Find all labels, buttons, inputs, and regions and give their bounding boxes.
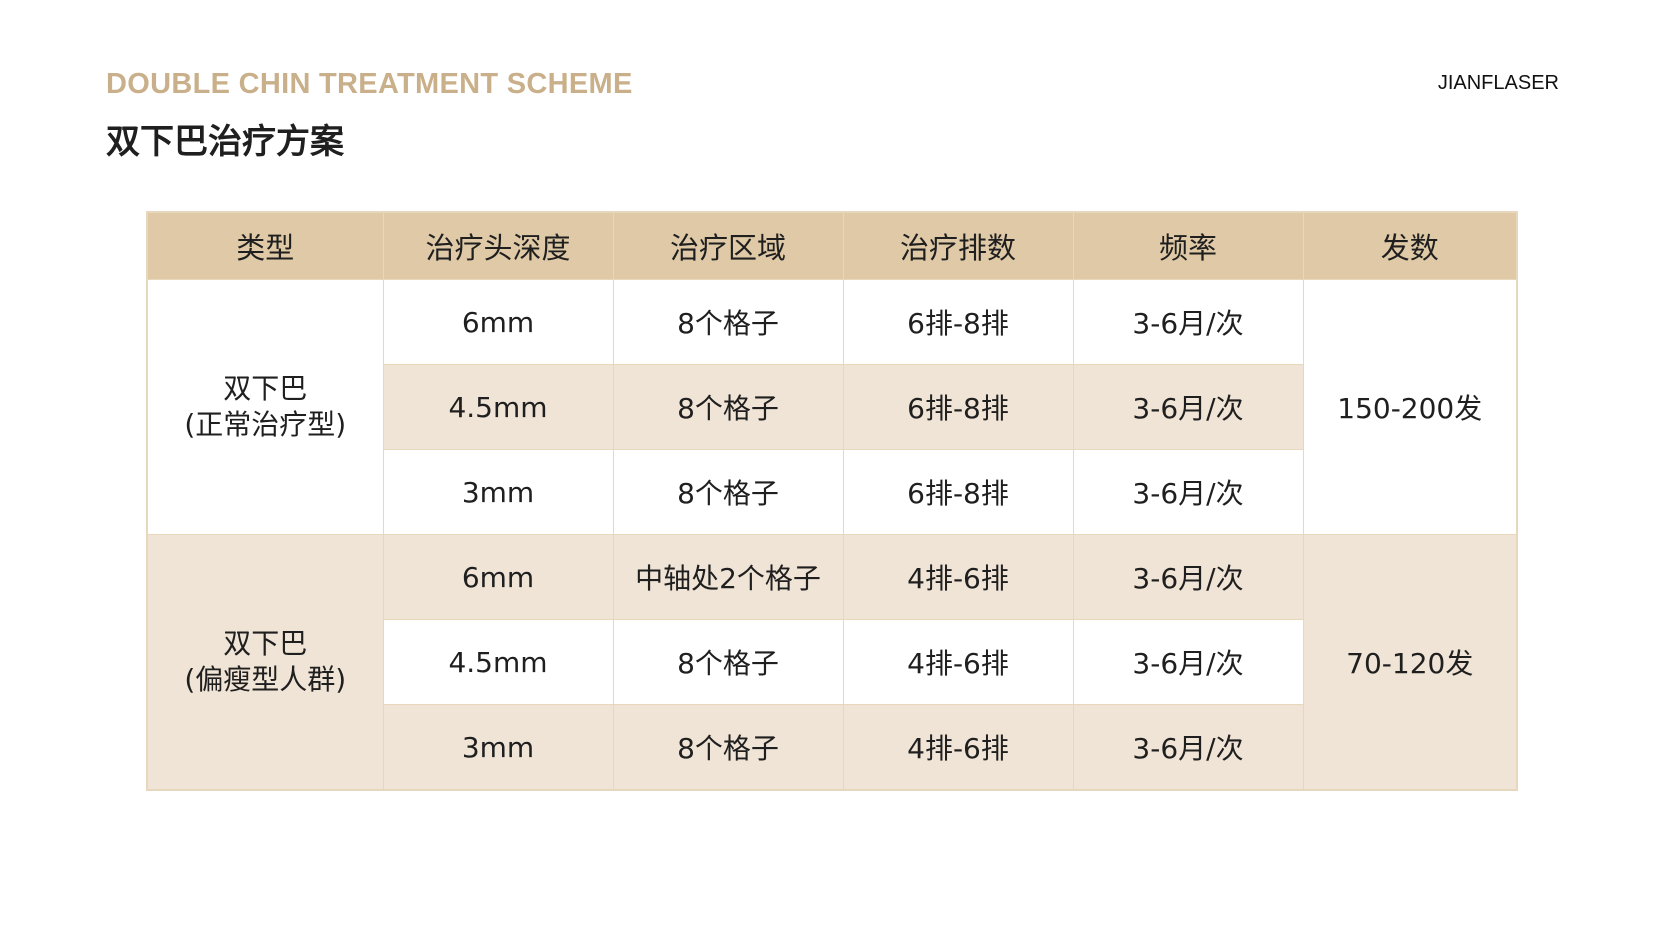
frequency-cell: 3-6月/次 — [1072, 619, 1304, 705]
table-header-row: 类型 治疗头深度 治疗区域 治疗排数 频率 发数 — [146, 211, 1518, 280]
type-cell-slim: 双下巴 (偏瘦型人群) — [146, 534, 384, 791]
depth-cell: 4.5mm — [382, 364, 614, 450]
area-cell: 8个格子 — [612, 364, 844, 450]
type-cell-normal: 双下巴 (正常治疗型) — [146, 279, 384, 535]
depth-cell: 3mm — [382, 704, 614, 791]
page-title: 双下巴治疗方案 — [106, 122, 344, 162]
table-row: 4.5mm 8个格子 4排-6排 3-6月/次 — [147, 619, 1517, 705]
subtitle-en: DOUBLE CHIN TREATMENT SCHEME — [106, 68, 633, 100]
frequency-cell: 3-6月/次 — [1072, 279, 1304, 365]
table-row: 双下巴 (偏瘦型人群) 6mm 中轴处2个格子 4排-6排 3-6月/次 70-… — [146, 534, 1518, 791]
depth-cell: 6mm — [382, 279, 614, 365]
rows-cell: 6排-8排 — [842, 279, 1074, 365]
area-cell: 8个格子 — [612, 279, 844, 365]
type-label: 双下巴 — [223, 627, 308, 660]
depth-cell: 3mm — [382, 449, 614, 535]
column-header-area: 治疗区域 — [612, 211, 844, 280]
column-header-depth: 治疗头深度 — [382, 211, 614, 280]
depth-cell: 6mm — [382, 534, 614, 620]
type-sublabel: (正常治疗型) — [184, 408, 347, 441]
frequency-cell: 3-6月/次 — [1072, 449, 1304, 535]
rows-cell: 4排-6排 — [842, 534, 1074, 620]
type-sublabel: (偏瘦型人群) — [184, 663, 347, 696]
column-header-shots: 发数 — [1302, 211, 1518, 280]
column-header-type: 类型 — [146, 211, 384, 280]
area-cell: 8个格子 — [612, 619, 844, 705]
frequency-cell: 3-6月/次 — [1072, 364, 1304, 450]
table-row: 3mm 8个格子 6排-8排 3-6月/次 — [147, 449, 1517, 535]
brand-name: JIANFLASER — [1437, 72, 1559, 94]
area-cell: 8个格子 — [612, 449, 844, 535]
rows-cell: 4排-6排 — [842, 704, 1074, 791]
shots-cell: 150-200发 — [1302, 279, 1518, 535]
table-row: 4.5mm 8个格子 6排-8排 3-6月/次 — [147, 364, 1517, 450]
treatment-table: 类型 治疗头深度 治疗区域 治疗排数 频率 发数 双下巴 (正常治疗型) 6mm… — [146, 211, 1518, 791]
frequency-cell: 3-6月/次 — [1072, 704, 1304, 791]
area-cell: 8个格子 — [612, 704, 844, 791]
rows-cell: 6排-8排 — [842, 449, 1074, 535]
rows-cell: 4排-6排 — [842, 619, 1074, 705]
table-row: 双下巴 (正常治疗型) 6mm 8个格子 6排-8排 3-6月/次 150-20… — [146, 279, 1518, 535]
area-cell: 中轴处2个格子 — [612, 534, 844, 620]
table-row: 3mm 8个格子 4排-6排 3-6月/次 — [147, 704, 1517, 791]
rows-cell: 6排-8排 — [842, 364, 1074, 450]
shots-cell: 70-120发 — [1302, 534, 1518, 791]
frequency-cell: 3-6月/次 — [1072, 534, 1304, 620]
type-label: 双下巴 — [223, 372, 308, 405]
column-header-frequency: 频率 — [1072, 211, 1304, 280]
column-header-rows: 治疗排数 — [842, 211, 1074, 280]
depth-cell: 4.5mm — [382, 619, 614, 705]
